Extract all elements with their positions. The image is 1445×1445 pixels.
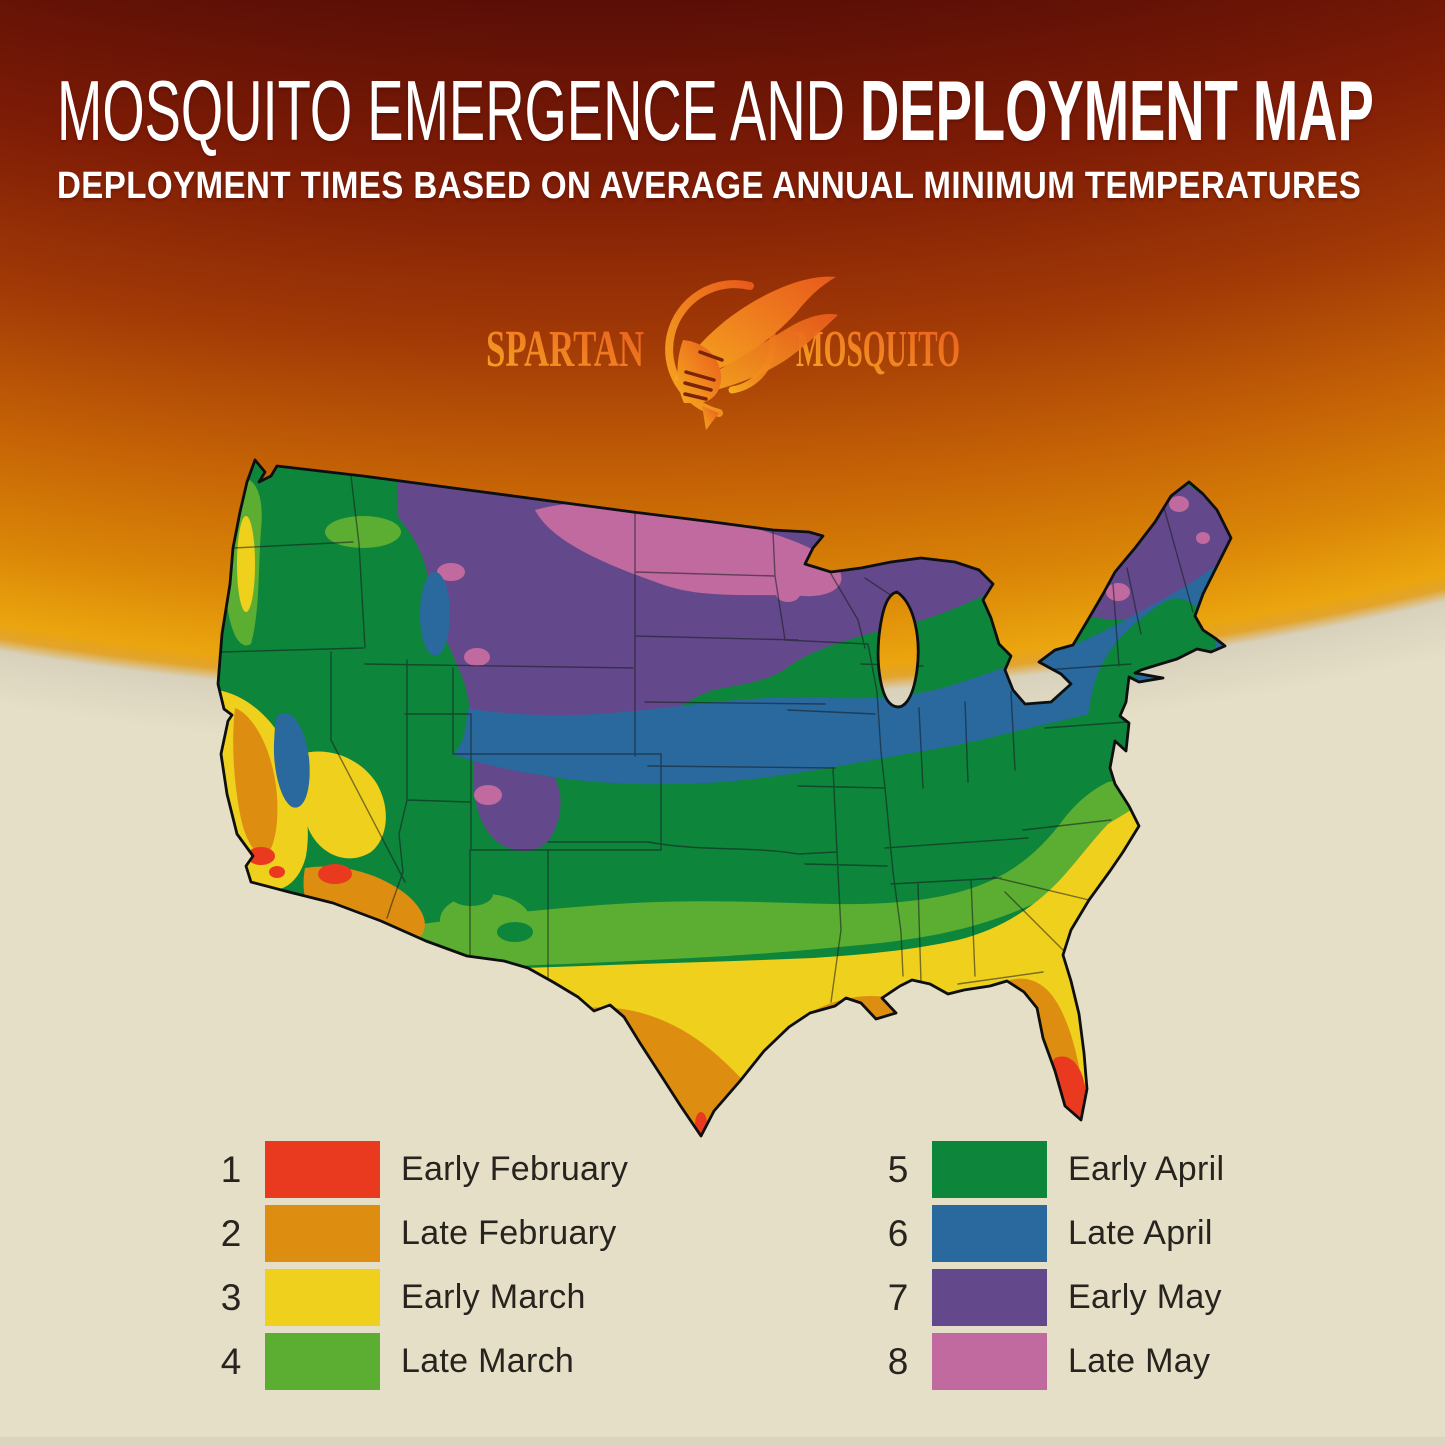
zone-early-may-colorado [473,751,561,852]
legend-row: 1 Early February [205,1141,628,1198]
legend-label: Early February [401,1150,629,1188]
page-title: MOSQUITO EMERGENCE AND DEPLOYMENT MAP [57,69,1374,154]
header: MOSQUITO EMERGENCE AND DEPLOYMENT MAP DE… [57,69,1445,205]
legend-row: 8 Late May [872,1333,1224,1390]
legend-swatch-early-february [265,1141,380,1198]
zone-late-may-spot [474,785,502,805]
legend-label: Late March [401,1342,575,1380]
legend-swatch-early-march [265,1269,380,1326]
legend-row: 4 Late March [205,1333,628,1390]
zone-early-february-texas-tip [695,1112,707,1136]
zone-early-april-new-mexico [449,882,493,906]
page-title-regular: MOSQUITO EMERGENCE AND [57,64,861,159]
legend-swatch-late-february [265,1205,380,1262]
zone-early-march-nevada [298,751,386,859]
page-title-bold: DEPLOYMENT MAP [860,64,1374,159]
zone-early-april-coastal-northeast [1047,598,1217,855]
legend-row: 2 Late February [205,1205,628,1262]
legend-swatch-early-april [932,1141,1047,1198]
zone-early-february-arizona [318,864,352,884]
zone-early-february-socal2 [269,866,285,878]
spartan-helmet-feather-icon [664,276,838,430]
page-subtitle: DEPLOYMENT TIMES BASED ON AVERAGE ANNUAL… [57,165,1362,207]
legend-swatch-early-may [932,1269,1047,1326]
zone-late-may-spot [464,648,490,666]
us-deployment-zone-map [213,452,1243,1142]
legend-number: 2 [220,1212,242,1254]
legend-number: 3 [220,1276,242,1318]
zone-early-april-northwest [218,460,467,766]
legend-number: 7 [887,1276,909,1318]
legend-row: 3 Early March [205,1269,628,1326]
zone-early-april-new-mexico2 [497,922,533,942]
legend-row: 6 Late April [872,1205,1224,1262]
legend-label: Late April [1068,1214,1213,1252]
zone-late-march-eastern-washington [325,516,401,548]
legend-swatch-late-may [932,1333,1047,1390]
zone-early-february-socal [247,847,275,865]
logo-wordmark-mosquito: MOSQUITO [796,321,960,378]
legend-label: Late February [401,1214,617,1252]
zone-late-april-idaho [420,572,450,656]
legend-number: 5 [887,1148,909,1190]
legend-number: 8 [887,1340,909,1382]
zone-late-may-spot [776,586,800,602]
legend-swatch-late-march [265,1333,380,1390]
legend-number: 4 [220,1340,242,1382]
us-border-outline [216,458,1233,1138]
legend-label: Early May [1068,1278,1222,1316]
zone-late-may-spot [437,563,465,581]
bottom-edge-strip [0,1437,1445,1445]
zone-fills [218,460,1231,1136]
legend-label: Early April [1068,1150,1225,1188]
legend-column-left: 1 Early February 2 Late February 3 Early… [205,1141,628,1397]
zone-late-may-north [535,502,842,597]
zone-late-may-spot [1169,496,1189,512]
legend-label: Early March [401,1278,586,1316]
zone-late-april-sierra [273,712,310,808]
logo-wordmark-spartan: SPARTAN [486,321,644,378]
legend-swatch-late-april [932,1205,1047,1262]
legend-column-right: 5 Early April 6 Late April 7 Early May 8… [872,1141,1224,1397]
legend-label: Late May [1068,1342,1211,1380]
zone-late-may-spot [1106,583,1130,601]
legend-number: 6 [887,1212,909,1254]
zone-early-march-willamette [237,516,255,612]
zone-late-february-central-valley [233,708,278,855]
legend-row: 7 Early May [872,1269,1224,1326]
legend-row: 5 Early April [872,1141,1224,1198]
spartan-mosquito-logo: SPARTAN MOSQUITO [478,268,968,430]
zone-late-may-spot [1196,532,1210,544]
legend-number: 1 [220,1148,242,1190]
zone-late-april-band [318,544,1231,785]
